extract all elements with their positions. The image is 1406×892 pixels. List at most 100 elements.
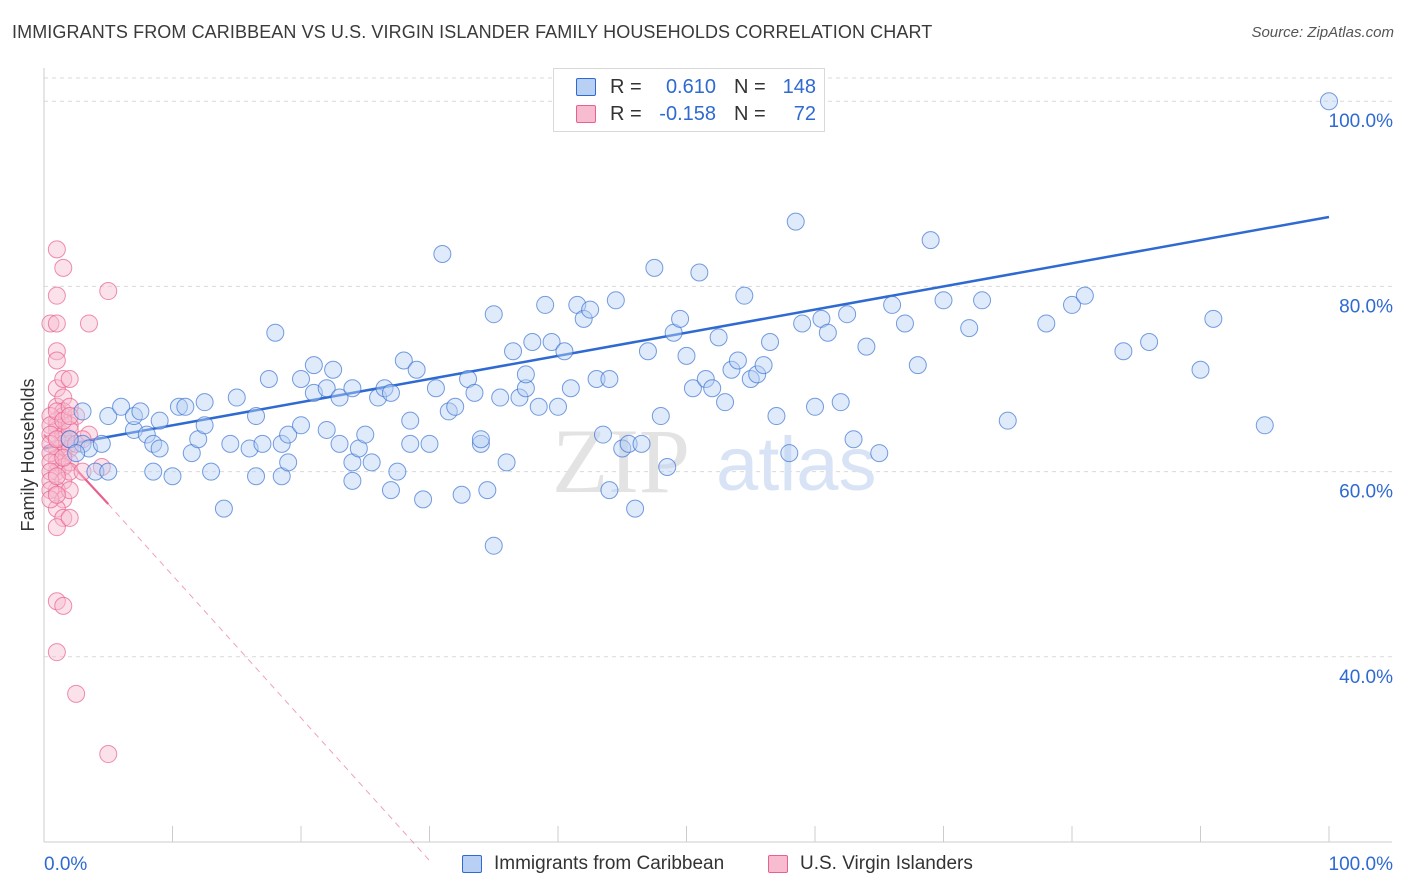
point-caribbean xyxy=(112,397,131,416)
point-virgin-islanders xyxy=(99,745,118,764)
point-caribbean xyxy=(696,370,715,389)
point-virgin-islanders xyxy=(67,684,86,703)
point-virgin-islanders xyxy=(54,370,73,389)
bottom-legend-swatch-pink xyxy=(768,855,788,873)
point-virgin-islanders xyxy=(47,379,66,398)
point-caribbean xyxy=(484,305,503,324)
point-virgin-islanders xyxy=(60,508,79,527)
point-caribbean xyxy=(124,407,143,426)
bottom-legend-virgin-islanders: U.S. Virgin Islanders xyxy=(768,852,973,876)
point-caribbean xyxy=(1063,295,1081,314)
point-caribbean xyxy=(1320,92,1338,111)
point-caribbean xyxy=(510,388,529,407)
point-caribbean xyxy=(658,457,677,476)
y-tick-label: 40.0% xyxy=(1339,667,1393,688)
point-caribbean xyxy=(247,407,266,426)
point-virgin-islanders xyxy=(47,592,66,611)
point-virgin-islanders xyxy=(47,351,66,370)
x-tick-label-min: 0.0% xyxy=(44,854,87,875)
watermark-atlas: atlas xyxy=(716,422,877,507)
point-virgin-islanders xyxy=(73,462,92,481)
point-caribbean xyxy=(645,258,664,277)
point-caribbean xyxy=(536,295,555,314)
point-caribbean xyxy=(375,379,394,398)
point-caribbean xyxy=(529,397,548,416)
point-caribbean xyxy=(703,379,722,398)
point-caribbean xyxy=(780,444,799,463)
point-caribbean xyxy=(786,212,805,231)
point-virgin-islanders xyxy=(41,425,60,444)
point-caribbean xyxy=(908,356,927,375)
point-caribbean xyxy=(343,379,362,398)
point-caribbean xyxy=(272,434,291,453)
point-virgin-islanders xyxy=(79,425,98,444)
point-caribbean xyxy=(574,309,593,328)
point-virgin-islanders xyxy=(47,240,66,259)
point-caribbean xyxy=(1204,309,1223,328)
point-caribbean xyxy=(1114,342,1133,361)
point-caribbean xyxy=(144,434,163,453)
point-caribbean xyxy=(446,397,465,416)
point-caribbean xyxy=(362,453,381,472)
point-virgin-islanders xyxy=(41,434,60,453)
point-caribbean xyxy=(671,309,690,328)
point-caribbean xyxy=(651,407,670,426)
point-caribbean xyxy=(497,453,516,472)
point-caribbean xyxy=(169,397,188,416)
point-caribbean xyxy=(150,411,169,430)
point-caribbean xyxy=(150,439,169,458)
point-caribbean xyxy=(452,485,471,504)
point-caribbean xyxy=(1037,314,1056,333)
point-caribbean xyxy=(144,462,163,481)
point-caribbean xyxy=(683,379,702,398)
point-caribbean xyxy=(722,360,741,379)
point-caribbean xyxy=(401,411,420,430)
point-virgin-islanders xyxy=(79,314,98,333)
point-caribbean xyxy=(504,342,523,361)
point-virgin-islanders xyxy=(54,258,73,277)
point-caribbean xyxy=(606,291,625,310)
point-virgin-islanders xyxy=(60,453,79,472)
point-virgin-islanders xyxy=(60,370,79,389)
point-caribbean xyxy=(227,388,246,407)
point-caribbean xyxy=(593,425,612,444)
point-caribbean xyxy=(1140,332,1159,351)
point-caribbean xyxy=(857,337,876,356)
point-caribbean xyxy=(748,365,767,384)
point-caribbean xyxy=(304,356,323,375)
point-caribbean xyxy=(356,425,375,444)
legend-n-label: N = xyxy=(734,75,766,98)
point-caribbean xyxy=(844,430,863,449)
x-tick-label-max: 100.0% xyxy=(1329,854,1394,875)
point-caribbean xyxy=(279,453,298,472)
point-caribbean xyxy=(214,499,233,518)
point-caribbean xyxy=(587,370,606,389)
point-caribbean xyxy=(259,370,278,389)
legend-r-value: 0.610 xyxy=(665,75,716,98)
point-caribbean xyxy=(67,444,86,463)
point-caribbean xyxy=(401,434,420,453)
source-credit: Source: ZipAtlas.com xyxy=(1251,24,1394,41)
legend-row-virgin-islanders: R = -0.158 N = 72 xyxy=(576,102,816,126)
point-caribbean xyxy=(716,393,735,412)
point-caribbean xyxy=(343,471,362,490)
point-caribbean xyxy=(426,379,445,398)
point-virgin-islanders xyxy=(92,457,111,476)
point-virgin-islanders xyxy=(54,508,73,527)
point-caribbean xyxy=(632,434,651,453)
point-caribbean xyxy=(934,291,953,310)
point-caribbean xyxy=(92,434,111,453)
point-virgin-islanders xyxy=(47,467,66,486)
legend-swatch-blue xyxy=(576,78,596,96)
point-caribbean xyxy=(883,295,902,314)
point-caribbean xyxy=(542,332,561,351)
point-caribbean xyxy=(638,342,657,361)
point-caribbean xyxy=(549,397,567,416)
point-caribbean xyxy=(86,462,105,481)
point-caribbean xyxy=(761,332,780,351)
point-caribbean xyxy=(407,360,426,379)
point-virgin-islanders xyxy=(41,314,60,333)
point-caribbean xyxy=(818,323,837,342)
legend-n-value: 72 xyxy=(793,102,816,125)
point-caribbean xyxy=(767,407,786,426)
